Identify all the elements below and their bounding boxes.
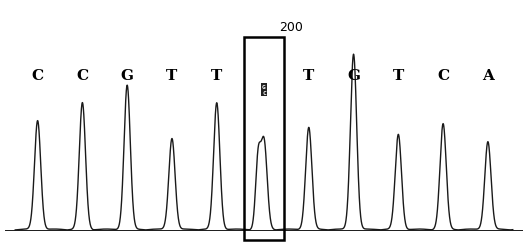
Text: A: A xyxy=(482,69,494,83)
Text: C: C xyxy=(77,69,89,83)
Text: G: G xyxy=(347,69,360,83)
Text: T: T xyxy=(303,69,314,83)
Text: C: C xyxy=(32,69,44,83)
Text: 200: 200 xyxy=(279,21,303,34)
Text: G
C: G C xyxy=(262,84,266,96)
Text: T: T xyxy=(393,69,404,83)
Text: G: G xyxy=(121,69,134,83)
Text: C: C xyxy=(437,69,449,83)
Text: T: T xyxy=(211,69,222,83)
Text: T: T xyxy=(166,69,177,83)
Bar xyxy=(244,38,284,240)
